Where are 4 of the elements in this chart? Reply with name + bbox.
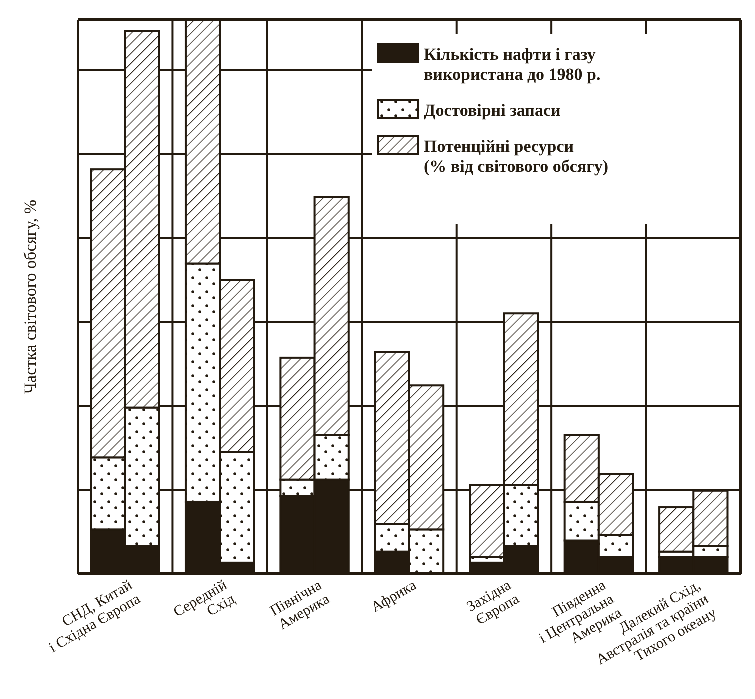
legend-label: Потенційні ресурси (% від світового обсягу) — [424, 137, 609, 176]
legend-label: Достовірні запаси — [424, 101, 562, 120]
y-axis-title: Частка світового обсягу, % — [21, 200, 40, 394]
legend-label: Кількість нафти і газу використана до 1980 р. — [424, 45, 601, 84]
